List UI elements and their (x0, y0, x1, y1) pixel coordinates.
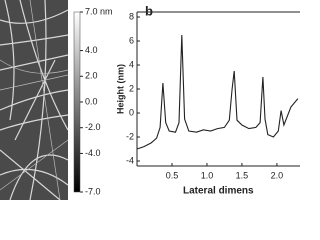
y-tick-label: -4 (126, 155, 134, 165)
colorbar (73, 11, 81, 193)
y-tick-label: 0 (129, 107, 134, 117)
y-tick-label: 6 (129, 35, 134, 45)
colorbar-tick-label: 0.0 (85, 96, 98, 106)
y-axis-title: Height (nm) (115, 64, 125, 114)
afm-image (0, 0, 68, 200)
figure: b Height (nm) Lateral dimens -4 -2 0 2 4 6 8 0.… (0, 0, 300, 200)
x-tick-label: 1.0 (201, 170, 214, 180)
colorbar-tick-label: -7.0 (85, 186, 101, 196)
y-tick-label: 4 (129, 59, 134, 69)
y-tick-label: 2 (129, 83, 134, 93)
colorbar-tick-label: 7.0 nm (85, 6, 113, 16)
x-tick-label: 1.5 (236, 170, 249, 180)
colorbar-tick-label: -4.0 (85, 148, 101, 158)
colorbar-tick-label: 4.0 (85, 45, 98, 55)
panel-label: b (145, 3, 153, 18)
line (136, 34, 299, 150)
x-axis-title: Lateral dimens (183, 186, 254, 197)
colorbar-tick-label: 2.0 (85, 71, 98, 81)
y-tick-label: 8 (129, 11, 134, 21)
x-tick-label: 0.5 (166, 170, 179, 180)
x-tick-label: 2.0 (271, 170, 284, 180)
y-tick-label: -2 (126, 131, 134, 141)
colorbar-tick-label: -2.0 (85, 122, 101, 132)
